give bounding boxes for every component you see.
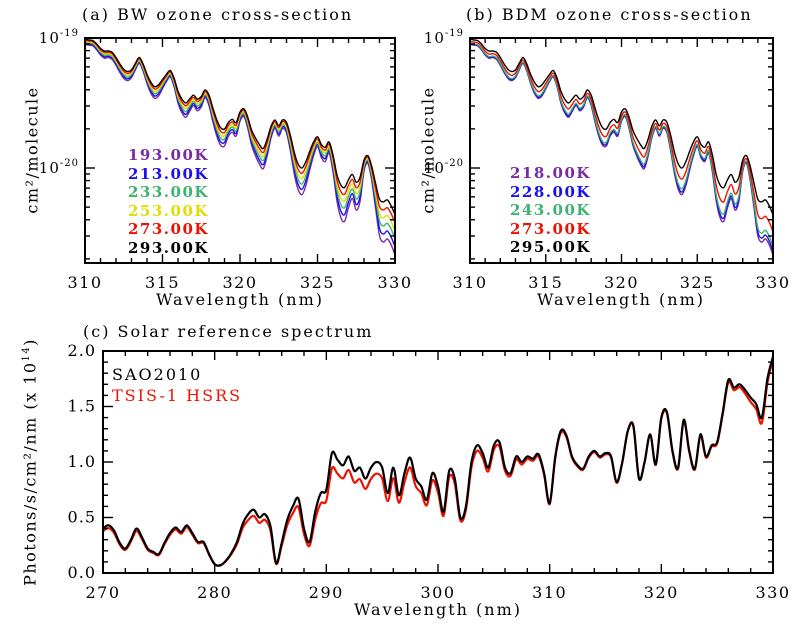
legend-entry-tsis-1-hsrs: TSIS-1 HSRS (112, 386, 243, 405)
x-tick-label: 320 (604, 273, 639, 292)
curve-243.00k (471, 42, 772, 246)
panel-c-series-legend: SAO2010 TSIS-1 HSRS (112, 364, 242, 406)
legend-entry-193.00k: 193.00K (128, 146, 209, 164)
curve-273.00k (471, 40, 772, 232)
x-tick-label: 325 (300, 273, 335, 292)
panel-a-title: (a) BW ozone cross-section (82, 5, 354, 24)
y-tick-label: 10-19 (424, 28, 464, 47)
y-tick-label: 0.5 (68, 508, 96, 527)
legend-entry-243.00k: 243.00K (510, 201, 591, 219)
x-tick-label: 280 (197, 583, 232, 602)
y-tick-label: 10-19 (39, 28, 79, 47)
panel-b-title: (b) BDM ozone cross-section (466, 5, 753, 24)
axis-tick-labels: 310 315 320 325 330 10-19 10-20 (39, 28, 412, 292)
x-tick-label: 310 (452, 273, 487, 292)
y-tick-label: 2.0 (68, 341, 96, 360)
axis-tick-labels: 270 280 290 300 310 320 330 0.0 0.5 1.0 1.5 2.0 (68, 341, 790, 602)
x-tick-label: 300 (420, 583, 455, 602)
x-tick-label: 290 (309, 583, 344, 602)
legend-entry-233.00k: 233.00K (128, 183, 209, 201)
panel-a-yaxis-label: cm²/molecule (22, 86, 42, 214)
axis-ticks (469, 37, 774, 263)
y-tick-label: 1.0 (68, 452, 96, 471)
x-tick-label: 330 (755, 273, 790, 292)
panel-a-xaxis-label: Wavelength (nm) (155, 290, 325, 309)
panel-a-temperature-legend: 193.00K 213.00K 233.00K 253.00K 273.00K 293.0… (128, 146, 209, 257)
y-tick-label: 0.0 (68, 563, 96, 582)
x-tick-label: 315 (145, 273, 180, 292)
x-tick-label: 310 (67, 273, 102, 292)
x-tick-label: 320 (222, 273, 257, 292)
panel-c-yaxis-label: Photons/s/cm²/nm (x 1014) (20, 338, 40, 586)
legend-entry-273.00k: 273.00K (510, 219, 591, 238)
legend-entry-218.00k: 218.00K (510, 164, 591, 182)
panel-c-title: (c) Solar reference spectrum (83, 322, 374, 341)
panel-b-plot: 310 315 320 325 330 10-19 10-20 (424, 28, 790, 292)
axis-tick-labels: 310 315 320 325 330 10-19 10-20 (424, 28, 790, 292)
legend-entry-253.00k: 253.00K (128, 201, 209, 220)
legend-entry-228.00k: 228.00K (510, 182, 591, 201)
x-tick-label: 325 (680, 273, 715, 292)
axis-ticks (102, 350, 774, 574)
y-tick-label: 10-20 (424, 158, 464, 177)
legend-entry-sao2010: SAO2010 (112, 365, 203, 384)
x-tick-label: 270 (85, 583, 120, 602)
legend-entry-295.00k: 295.00K (510, 238, 591, 256)
legend-entry-273.00k: 273.00K (128, 220, 209, 238)
x-tick-label: 330 (755, 583, 790, 602)
x-tick-label: 330 (377, 273, 412, 292)
curve-293.00k (86, 39, 394, 215)
y-tick-label: 1.5 (68, 397, 96, 416)
y-tick-label: 10-20 (39, 158, 79, 177)
curve-295.00k (471, 39, 772, 215)
panel-c-plot: 270 280 290 300 310 320 330 0.0 0.5 1.0 1.5 2.0 (68, 341, 790, 602)
panel-b-xaxis-label: Wavelength (nm) (536, 290, 706, 309)
axis-ticks (84, 37, 396, 263)
panel-b-temperature-legend: 218.00K 228.00K 243.00K 273.00K 295.00K (510, 164, 591, 257)
x-tick-label: 315 (528, 273, 563, 292)
x-tick-label: 310 (532, 583, 567, 602)
legend-entry-213.00k: 213.00K (128, 164, 209, 183)
panel-a-plot: 310 315 320 325 330 10-19 10-20 (39, 28, 412, 292)
x-tick-label: 320 (644, 583, 679, 602)
panel-c-xaxis-label: Wavelength (nm) (353, 600, 523, 619)
legend-entry-293.00k: 293.00K (128, 238, 209, 257)
panel-b-yaxis-label: cm²/molecule (418, 86, 438, 214)
